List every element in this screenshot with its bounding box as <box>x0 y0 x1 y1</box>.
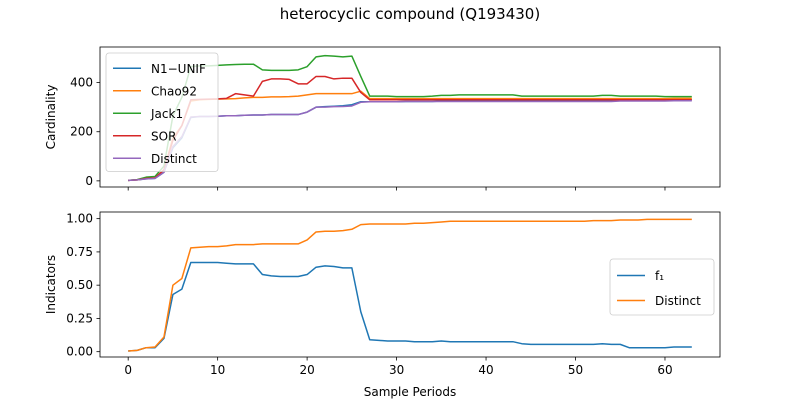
y-tick-label: 0.25 <box>66 311 93 325</box>
legend-box <box>105 52 219 172</box>
cardinality-chart: 0 200 400 Cardinality N1−UNIF Chao92 Jack1 SOR D… <box>44 46 721 191</box>
x-tick-label: 10 <box>210 363 225 377</box>
y-axis-label: Indicators <box>44 255 58 314</box>
y-tick-label: 0 <box>85 174 93 188</box>
indicators-chart: 0 10 20 30 40 50 60 0.00 0.25 0.50 0.75 1.00 Indicat… <box>44 211 721 399</box>
y-tick-label: 1.00 <box>66 212 93 226</box>
x-tick-label: 50 <box>568 363 583 377</box>
y-tick-label: 0.75 <box>66 245 93 259</box>
series-line-0-2 <box>128 54 692 182</box>
series-line-1-1 <box>128 218 692 352</box>
y-tick-label: 200 <box>70 125 93 139</box>
x-tick-label: 60 <box>657 363 672 377</box>
legend-label: N1−UNIF <box>151 62 206 76</box>
legend-label: Chao92 <box>151 84 197 98</box>
y-axis-label: Cardinality <box>44 85 58 150</box>
legend-label: SOR <box>151 129 176 143</box>
axes-frame <box>99 211 721 358</box>
legend-label: Distinct <box>151 152 197 166</box>
figure-title: heterocyclic compound (Q193430) <box>280 5 540 23</box>
axes-frame <box>99 46 721 188</box>
series-line-1-0 <box>128 261 692 352</box>
x-tick-label: 0 <box>124 363 132 377</box>
x-tick-label: 40 <box>478 363 493 377</box>
legend-label: Jack1 <box>150 107 183 121</box>
x-axis-label: Sample Periods <box>364 385 456 399</box>
y-tick-label: 400 <box>70 76 93 90</box>
series-line-0-3 <box>128 75 692 182</box>
legend-label: Distinct <box>655 294 701 308</box>
x-tick-label: 30 <box>389 363 404 377</box>
legend-label: f₁ <box>655 269 664 283</box>
series-line-0-4 <box>128 100 692 182</box>
y-tick-label: 0.50 <box>66 278 93 292</box>
y-tick-label: 0.00 <box>66 345 93 359</box>
x-tick-label: 20 <box>299 363 314 377</box>
